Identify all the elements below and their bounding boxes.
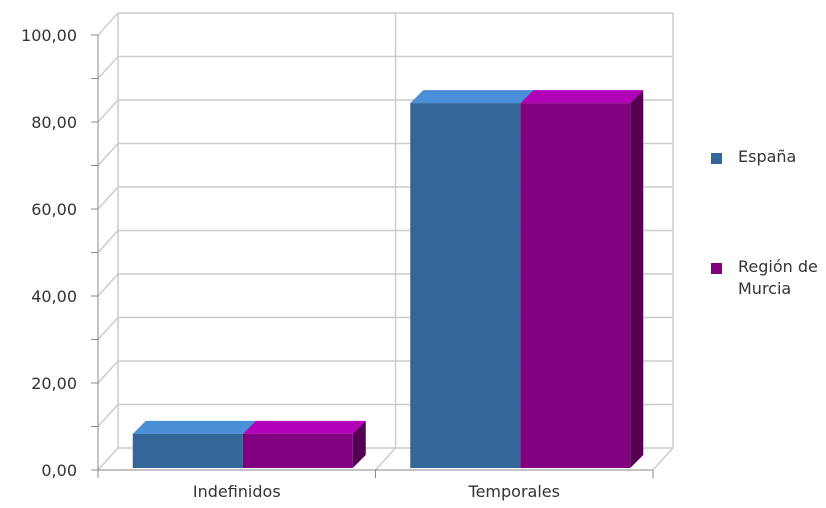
side-gridline [97, 99, 119, 123]
x-tick-label: Indefinidos [193, 482, 281, 501]
side-gridline [97, 360, 119, 384]
side-gridline [97, 403, 119, 428]
legend-label-espana: España [738, 147, 797, 166]
legend-item-region-de-murcia[interactable]: Región de Murcia [711, 256, 826, 300]
legend-swatch-region-de-murcia [711, 263, 722, 274]
legend-swatch-espana [711, 153, 722, 164]
bar-top-espa-a [132, 420, 256, 434]
side-gridline [97, 12, 119, 36]
y-tick-label: 40,00 [31, 287, 77, 306]
bar-top-regi-n-de-murcia [520, 90, 644, 104]
side-gridline [97, 273, 119, 297]
side-gridline [97, 142, 119, 167]
bar-espa-a [410, 103, 521, 468]
side-gridline [97, 186, 119, 210]
bar-top-espa-a [410, 90, 534, 104]
y-tick-label: 100,00 [21, 26, 77, 45]
x-tick-label: Temporales [468, 482, 560, 501]
y-tick-label: 60,00 [31, 200, 77, 219]
side-gridline [97, 229, 119, 254]
y-tick-label: 80,00 [31, 113, 77, 132]
bar-side-regi-n-de-murcia [630, 90, 644, 468]
side-gridline [97, 447, 119, 471]
side-gridline [97, 55, 119, 80]
bar-regi-n-de-murcia [242, 433, 353, 468]
bar-top-regi-n-de-murcia [242, 420, 366, 434]
legend-label-region-de-murcia: Región de Murcia [738, 257, 818, 298]
floor-divider [374, 447, 397, 471]
y-tick-label: 20,00 [31, 374, 77, 393]
bar-regi-n-de-murcia [520, 103, 631, 468]
side-gridline [97, 316, 119, 341]
floor-right-edge [652, 447, 674, 471]
bar-side-regi-n-de-murcia [352, 420, 366, 468]
y-tick-label: 0,00 [41, 461, 77, 480]
legend-item-espana[interactable]: España [711, 146, 826, 168]
bar-espa-a [132, 433, 243, 468]
